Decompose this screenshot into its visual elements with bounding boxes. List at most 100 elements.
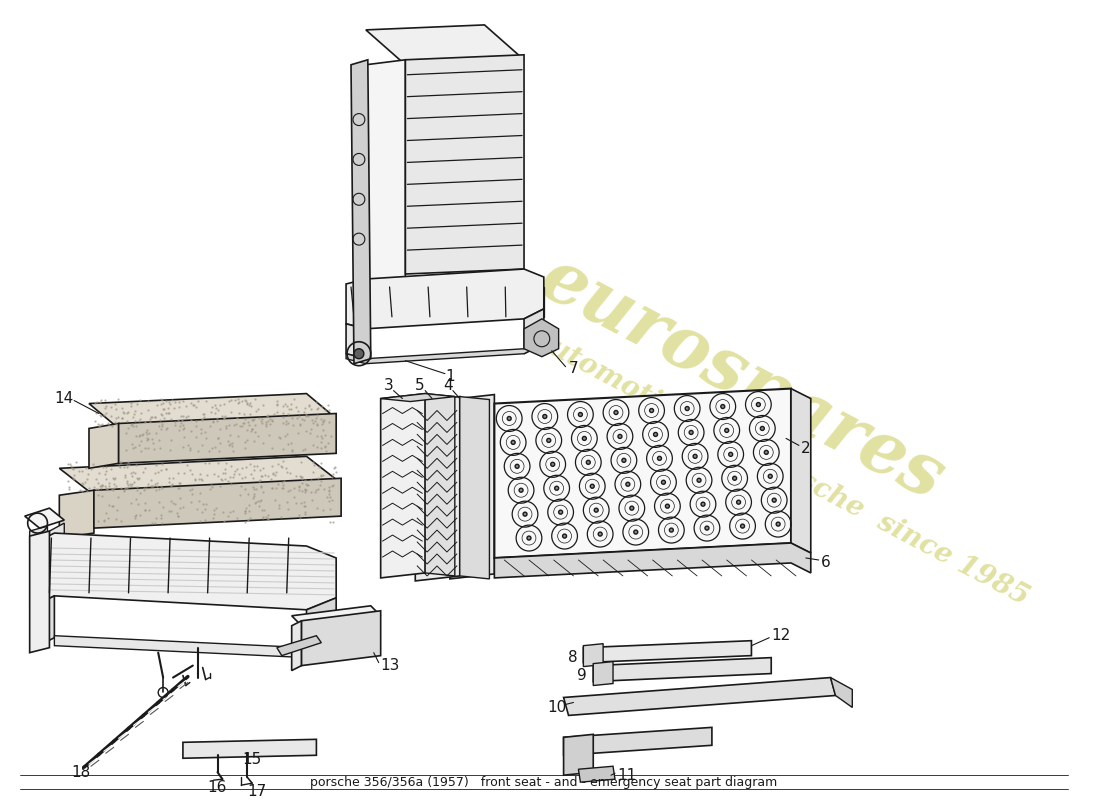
Polygon shape [366, 25, 524, 65]
Polygon shape [24, 508, 64, 528]
Polygon shape [563, 727, 712, 755]
Text: 4: 4 [443, 378, 452, 393]
Text: 15: 15 [242, 752, 262, 766]
Circle shape [614, 410, 618, 414]
Circle shape [705, 526, 708, 530]
Polygon shape [351, 60, 371, 364]
Text: 18: 18 [72, 765, 90, 780]
Polygon shape [494, 543, 811, 578]
Polygon shape [579, 766, 615, 782]
Polygon shape [59, 456, 341, 495]
Circle shape [760, 426, 764, 430]
Polygon shape [346, 324, 366, 358]
Circle shape [618, 434, 621, 438]
Circle shape [685, 406, 690, 410]
Polygon shape [381, 394, 454, 402]
Circle shape [693, 454, 697, 458]
Polygon shape [416, 397, 460, 581]
Circle shape [772, 498, 777, 502]
Circle shape [554, 486, 559, 490]
Polygon shape [450, 394, 494, 579]
Circle shape [666, 504, 670, 508]
Circle shape [658, 456, 661, 460]
Circle shape [582, 437, 586, 441]
Polygon shape [119, 414, 337, 463]
Polygon shape [346, 269, 543, 329]
Polygon shape [44, 596, 54, 642]
Text: 7: 7 [569, 361, 579, 376]
Polygon shape [301, 610, 381, 666]
Polygon shape [524, 309, 543, 354]
Polygon shape [89, 423, 119, 468]
Circle shape [515, 464, 519, 468]
Circle shape [579, 413, 582, 417]
Circle shape [740, 524, 745, 528]
Polygon shape [30, 531, 50, 653]
Polygon shape [94, 478, 341, 528]
Circle shape [634, 530, 638, 534]
Polygon shape [426, 394, 454, 576]
Polygon shape [292, 606, 381, 626]
Circle shape [522, 512, 527, 516]
Circle shape [551, 462, 554, 466]
Circle shape [764, 450, 768, 454]
Circle shape [542, 414, 547, 418]
Polygon shape [183, 739, 317, 758]
Text: 12: 12 [771, 628, 791, 643]
Circle shape [757, 402, 760, 406]
Text: 17: 17 [248, 784, 266, 798]
Text: porsche 356/356a (1957)   front seat - and - emergency seat part diagram: porsche 356/356a (1957) front seat - and… [310, 776, 778, 789]
Polygon shape [30, 523, 64, 608]
Circle shape [519, 488, 522, 492]
Circle shape [737, 500, 740, 504]
Circle shape [653, 433, 658, 437]
Polygon shape [593, 662, 613, 686]
Polygon shape [292, 621, 301, 670]
Text: 3: 3 [384, 378, 394, 393]
Circle shape [626, 482, 630, 486]
Circle shape [661, 480, 666, 484]
Circle shape [650, 409, 653, 413]
Circle shape [586, 460, 591, 464]
Text: 16: 16 [208, 780, 227, 794]
Text: 13: 13 [381, 658, 400, 673]
Circle shape [559, 510, 562, 514]
Text: 1: 1 [444, 369, 454, 384]
Circle shape [507, 417, 512, 421]
Circle shape [697, 478, 701, 482]
Circle shape [733, 476, 737, 480]
Text: 8: 8 [568, 650, 578, 665]
Polygon shape [89, 394, 337, 429]
Circle shape [720, 405, 725, 409]
Polygon shape [44, 533, 337, 610]
Polygon shape [583, 641, 751, 662]
Circle shape [630, 506, 634, 510]
Circle shape [621, 458, 626, 462]
Circle shape [512, 441, 515, 444]
Circle shape [547, 438, 551, 442]
Polygon shape [54, 636, 307, 658]
Polygon shape [830, 678, 852, 707]
Polygon shape [381, 394, 426, 578]
Text: 5: 5 [416, 378, 425, 393]
Polygon shape [460, 397, 490, 579]
Circle shape [594, 508, 598, 512]
Polygon shape [563, 734, 593, 775]
Circle shape [768, 474, 772, 478]
Polygon shape [524, 319, 559, 357]
Polygon shape [791, 389, 811, 553]
Polygon shape [583, 644, 603, 666]
Circle shape [527, 536, 531, 540]
Text: 11: 11 [617, 768, 636, 782]
Circle shape [591, 484, 594, 488]
Circle shape [777, 522, 780, 526]
Circle shape [598, 532, 602, 536]
Circle shape [701, 502, 705, 506]
Circle shape [562, 534, 566, 538]
Polygon shape [593, 658, 771, 682]
Text: 10: 10 [548, 700, 566, 715]
Circle shape [725, 429, 728, 433]
Text: 2: 2 [801, 441, 811, 456]
Text: eurospares: eurospares [527, 242, 956, 515]
Circle shape [690, 430, 693, 434]
